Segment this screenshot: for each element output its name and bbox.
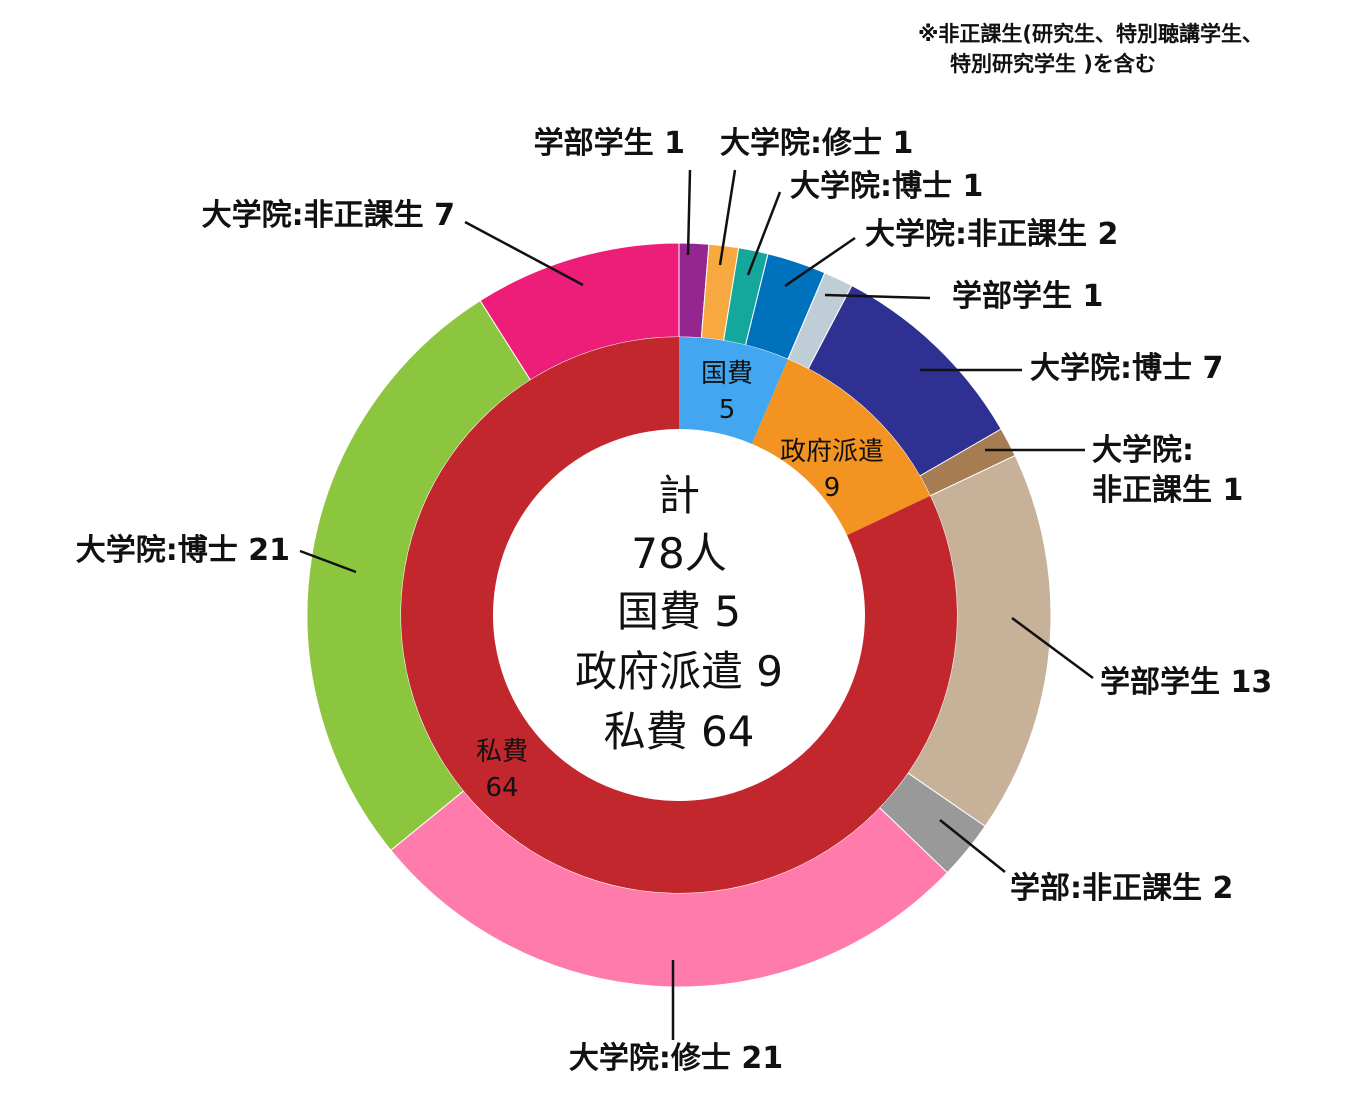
leader-line-12 bbox=[464, 220, 584, 287]
outer-label-3: 大学院:博士 1 bbox=[790, 169, 983, 204]
leader-line-1 bbox=[686, 169, 692, 256]
outer-label-2: 大学院:修士 1 bbox=[720, 126, 913, 161]
inner-slice-1 bbox=[679, 337, 788, 444]
outer-labels: 学部学生 1 大学院:修士 1 大学院:博士 1 大学院:非正課生 2 学部学生 1 大学… bbox=[76, 126, 1272, 1076]
inner-label-3-line-2: 64 bbox=[485, 773, 518, 803]
outer-label-4: 大学院:非正課生 2 bbox=[865, 217, 1118, 252]
leader-line-3 bbox=[746, 191, 782, 276]
leader-line-11 bbox=[299, 549, 357, 574]
leader-line-4 bbox=[784, 236, 856, 288]
center-total: 計 78人 国費 5 政府派遣 9 私費 64 bbox=[575, 471, 783, 756]
inner-slice-2 bbox=[751, 359, 931, 536]
center-line-4: 政府派遣 9 bbox=[575, 647, 783, 696]
outer-label-8: 学部学生 13 bbox=[1100, 665, 1272, 700]
center-line-1: 計 bbox=[658, 471, 700, 520]
outer-label-7-line-1: 大学院: bbox=[1092, 433, 1194, 468]
center-line-3: 国費 5 bbox=[617, 587, 741, 636]
leader-line-2 bbox=[718, 169, 737, 266]
leader-line-9 bbox=[939, 819, 1006, 873]
outer-label-7-line-2: 非正課生 1 bbox=[1092, 473, 1243, 508]
leader-lines bbox=[299, 169, 1094, 1040]
leader-line-5 bbox=[824, 293, 931, 300]
outer-label-9: 学部:非正課生 2 bbox=[1010, 871, 1233, 906]
outer-label-1: 学部学生 1 bbox=[534, 126, 685, 161]
inner-label-1-line-1: 国費 bbox=[701, 359, 753, 389]
footnote-line-2: 特別研究学生 )を含む bbox=[950, 52, 1156, 76]
inner-slice-3 bbox=[401, 337, 958, 893]
center-line-2: 78人 bbox=[631, 529, 726, 578]
outer-label-12: 大学院:非正課生 7 bbox=[202, 198, 455, 233]
outer-label-11: 大学院:博士 21 bbox=[76, 533, 290, 568]
inner-label-2-line-1: 政府派遣 bbox=[780, 437, 884, 467]
footnote-line-1: ※非正課生(研究生、特別聴講学生、 bbox=[918, 22, 1264, 46]
inner-label-2-line-2: 9 bbox=[824, 473, 841, 503]
inner-label-1-line-2: 5 bbox=[719, 395, 736, 425]
inner-labels: 国費 5 政府派遣 9 私費 64 bbox=[476, 359, 884, 803]
outer-label-10: 大学院:修士 21 bbox=[569, 1041, 783, 1076]
inner-label-3-line-1: 私費 bbox=[476, 737, 528, 767]
outer-label-6: 大学院:博士 7 bbox=[1030, 351, 1223, 386]
leader-line-8 bbox=[1011, 616, 1094, 680]
inner-ring bbox=[401, 337, 958, 893]
center-line-5: 私費 64 bbox=[604, 707, 755, 756]
outer-label-5: 学部学生 1 bbox=[952, 279, 1103, 314]
